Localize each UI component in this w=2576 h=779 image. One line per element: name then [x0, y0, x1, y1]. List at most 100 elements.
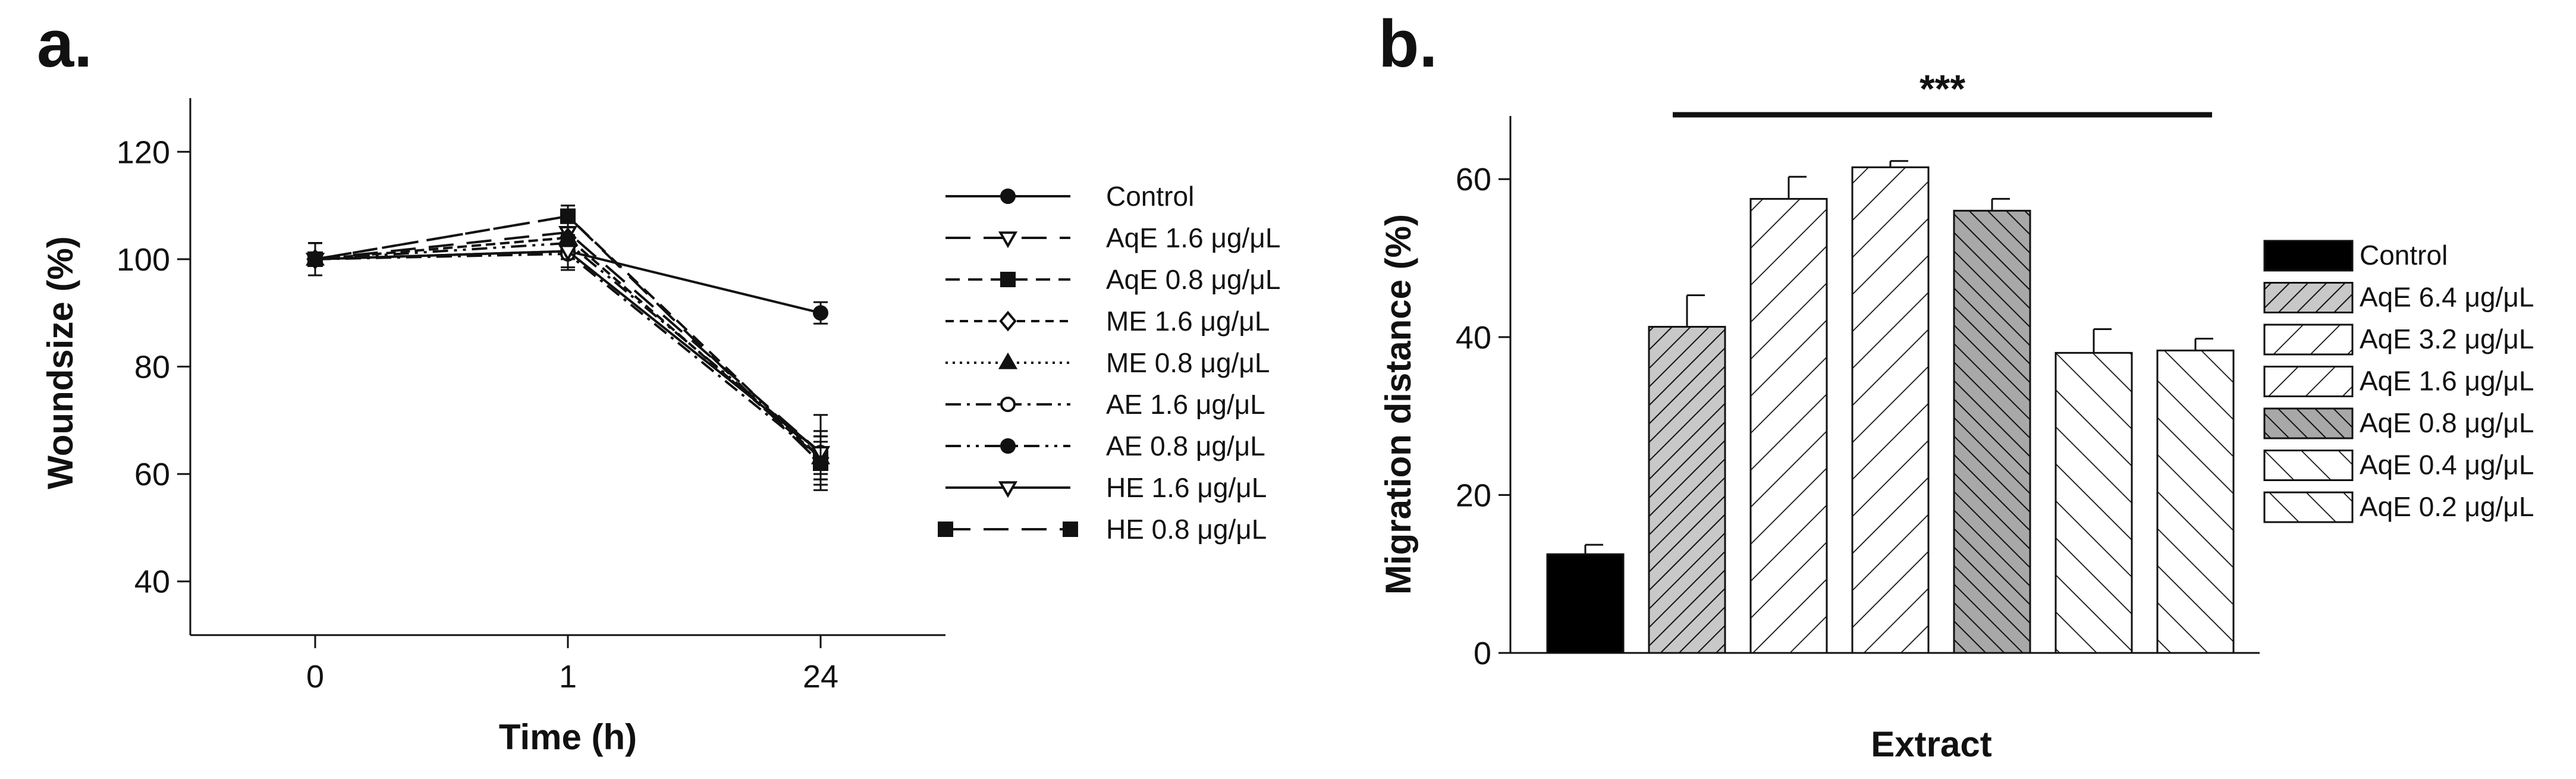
bar — [2156, 349, 2235, 654]
panel-a-legend: Control AqE 1.6 μg/μL AqE 0.8 μg/μL ME 1.6 … — [938, 181, 1280, 545]
legend-label: AqE 1.6 μg/μL — [1106, 222, 1280, 253]
panel-a-series — [305, 205, 831, 491]
bar-aqe-1-6-g-l — [1851, 160, 1930, 654]
panel-b-y-tick-label: 0 — [1474, 636, 1491, 671]
panel-a-x-axis-label: Time (h) — [499, 717, 637, 757]
bar — [1546, 553, 1625, 654]
legend-label: AqE 0.4 μg/μL — [2360, 450, 2534, 480]
series-line — [315, 252, 822, 459]
series-he-0-8-g-l — [307, 205, 828, 486]
panel-a-axes — [189, 98, 945, 636]
data-point — [560, 208, 576, 224]
panel-a-y-tick-label: 60 — [134, 457, 170, 492]
panel-a-y-axis-label: Woundsize (%) — [40, 236, 80, 489]
bar-aqe-0-2-g-l — [2156, 337, 2235, 654]
legend-label: HE 0.8 μg/μL — [1106, 514, 1267, 545]
series-line — [315, 215, 822, 464]
panel-b-bar-chart: b. 0 20 40 60 *** Extract Migration distanc… — [1378, 7, 2534, 764]
series-ae-1-6-g-l — [307, 237, 828, 480]
panel-a-y-tick-label: 80 — [134, 350, 170, 385]
legend-entry-ae-1-6-g-l: AE 1.6 μg/μL — [945, 389, 1265, 420]
bar-aqe-0-8-g-l — [1953, 197, 2031, 654]
legend-entry-me-0-8-g-l: ME 0.8 μg/μL — [945, 347, 1270, 378]
panel-a-y-tick-label: 40 — [134, 564, 170, 600]
legend-marker — [999, 310, 1017, 332]
panel-b-y-axis-label: Migration distance (%) — [1378, 214, 1418, 595]
bar — [1749, 197, 1828, 654]
legend-marker — [998, 481, 1018, 498]
legend-label: HE 1.6 μg/μL — [1106, 472, 1267, 503]
legend-label: AqE 0.2 μg/μL — [2360, 491, 2534, 522]
legend-label: AE 1.6 μg/μL — [1106, 389, 1265, 420]
bar — [2054, 351, 2133, 654]
legend-label: AqE 3.2 μg/μL — [2360, 323, 2534, 354]
series-line — [315, 241, 822, 454]
legend-marker — [1000, 397, 1016, 412]
legend-entry-me-1-6-g-l: ME 1.6 μg/μL — [945, 306, 1270, 337]
legend-marker — [998, 231, 1018, 249]
legend-entry-control: Control — [945, 181, 1194, 212]
panel-a-x-tick-label: 0 — [306, 659, 324, 695]
series-line — [315, 231, 822, 454]
panel-b-legend: Control AqE 6.4 μg/μL AqE 3.2 μg/μL AqE 1.6… — [2263, 240, 2534, 523]
legend-swatch — [2263, 240, 2354, 272]
legend-entry-aqe-0-2-g-l: AqE 0.2 μg/μL — [2263, 491, 2534, 523]
legend-entry-ae-0-8-g-l: AE 0.8 μg/μL — [945, 431, 1265, 461]
legend-swatch — [2263, 491, 2354, 523]
panel-a-x-tick-label: 24 — [803, 659, 838, 695]
legend-label: AqE 0.8 μg/μL — [1106, 264, 1280, 295]
panel-b-y-tick-label: 40 — [1456, 320, 1491, 356]
panel-b-y-ticks: 0 20 40 60 — [1456, 162, 1510, 671]
bar — [1648, 326, 1726, 654]
legend-label: AE 0.8 μg/μL — [1106, 431, 1265, 461]
legend-entry-control: Control — [2263, 240, 2448, 272]
legend-swatch — [2263, 282, 2354, 313]
legend-swatch — [2263, 450, 2354, 481]
legend-entry-aqe-1-6-g-l: AqE 1.6 μg/μL — [2263, 366, 2534, 397]
data-point — [307, 251, 323, 267]
panel-letter-a: a. — [37, 7, 92, 81]
legend-marker — [1063, 522, 1078, 537]
data-point — [813, 305, 828, 321]
panel-a-y-ticks: 40 60 80 100 120 — [117, 134, 190, 600]
legend-label: AqE 6.4 μg/μL — [2360, 282, 2534, 313]
panel-b-significance: *** — [1673, 67, 2212, 118]
legend-marker — [1000, 189, 1016, 204]
panel-letter-b: b. — [1378, 7, 1438, 81]
data-point — [558, 244, 578, 262]
legend-label: Control — [2360, 240, 2448, 271]
legend-entry-aqe-0-4-g-l: AqE 0.4 μg/μL — [2263, 450, 2534, 481]
panel-a-x-ticks: 0 1 24 — [306, 635, 838, 695]
panel-a-line-chart: a. 40 60 80 100 120 0 1 24 Time (h) Woundsize … — [37, 7, 1280, 757]
panel-a-y-tick-label: 120 — [117, 134, 170, 170]
legend-marker — [938, 522, 953, 537]
legend-entry-aqe-6-4-g-l: AqE 6.4 μg/μL — [2263, 282, 2534, 313]
legend-label: AqE 0.8 μg/μL — [2360, 407, 2534, 438]
panel-b-y-tick-label: 20 — [1456, 478, 1491, 513]
legend-marker — [1000, 438, 1016, 454]
panel-a-x-tick-label: 1 — [559, 659, 577, 695]
bar — [1953, 209, 2031, 654]
bar-aqe-3-2-g-l — [1749, 175, 1828, 654]
bar — [1851, 166, 1930, 654]
legend-entry-aqe-1-6-g-l: AqE 1.6 μg/μL — [945, 222, 1280, 253]
panel-b-y-tick-label: 60 — [1456, 162, 1491, 197]
legend-swatch — [2263, 323, 2354, 356]
panel-b-bars — [1546, 160, 2235, 654]
data-point — [813, 456, 828, 472]
series-he-1-6-g-l — [305, 234, 831, 475]
legend-label: ME 0.8 μg/μL — [1106, 347, 1270, 378]
legend-entry-aqe-0-8-g-l: AqE 0.8 μg/μL — [945, 264, 1280, 295]
legend-entry-he-1-6-g-l: HE 1.6 μg/μL — [945, 472, 1267, 503]
legend-swatch — [2263, 407, 2354, 439]
legend-swatch — [2263, 366, 2354, 397]
bar-control — [1546, 544, 1625, 654]
bar-aqe-0-4-g-l — [2054, 328, 2133, 654]
legend-marker — [998, 352, 1018, 369]
panel-a-y-tick-label: 100 — [117, 242, 170, 278]
legend-label: Control — [1106, 181, 1194, 212]
legend-label: AqE 1.6 μg/μL — [2360, 366, 2534, 397]
legend-entry-aqe-3-2-g-l: AqE 3.2 μg/μL — [2263, 323, 2534, 356]
significance-label: *** — [1920, 67, 1965, 111]
